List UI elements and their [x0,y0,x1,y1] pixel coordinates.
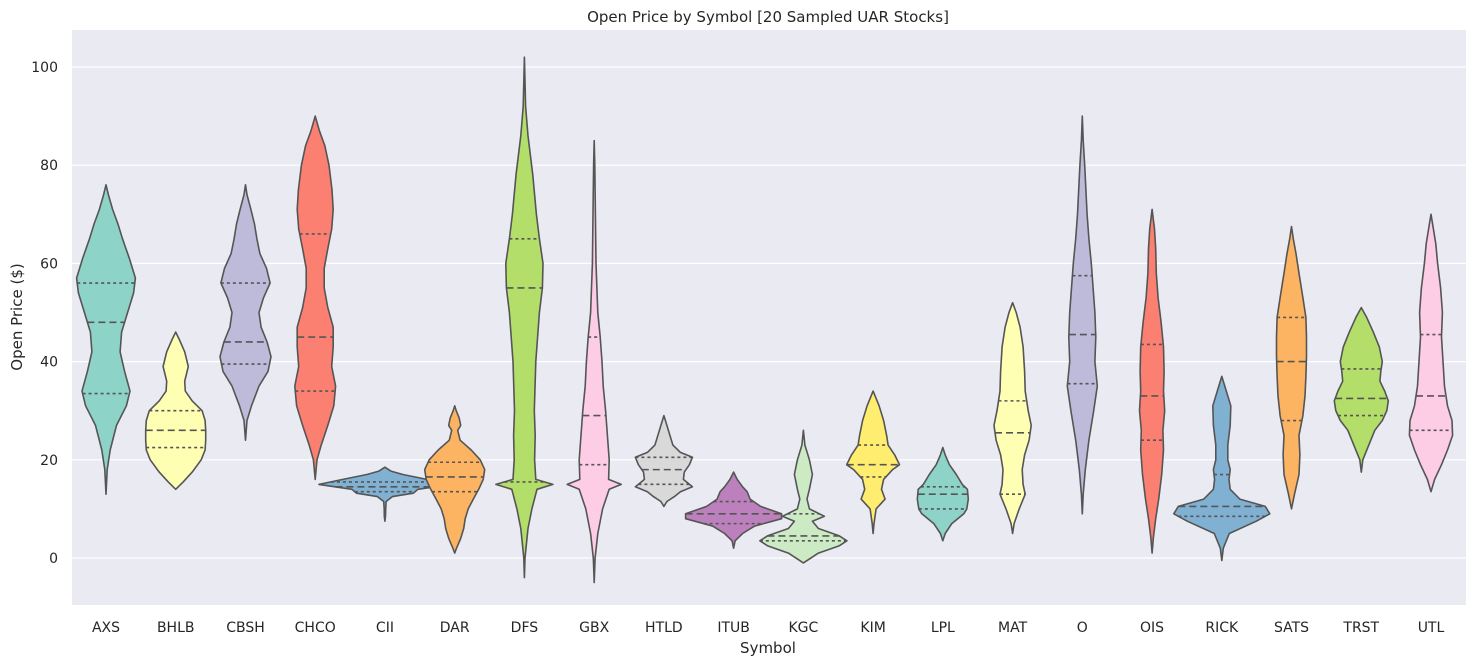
x-tick-label: TRST [1342,620,1379,636]
violin-body [495,56,554,579]
violin-body [1275,225,1308,510]
violin-body [294,115,337,481]
x-tick-label: KIM [860,620,885,636]
x-tick-label: LPL [931,620,955,636]
y-tick-label: 60 [40,256,58,272]
violin-body [845,390,901,535]
violin-AXS [75,184,137,495]
x-tick-label: CHCO [295,620,336,636]
violin-body [566,139,622,584]
x-tick-label: CII [376,620,394,636]
violin-body [1333,306,1390,473]
violin-body [1066,115,1099,515]
y-tick-labels: 0 20 40 60 80 100 [31,60,58,567]
violin-MAT [993,301,1032,535]
x-tick-label: KGC [788,620,818,636]
violin-body [1408,213,1454,493]
violin-KGC [759,429,848,564]
x-tick-label: DAR [440,620,470,636]
violin-ITUB [684,471,783,549]
x-tick-labels: AXS BHLB CBSH CHCO CII DAR DFS GBX HTLD ITUB KGC KI… [92,620,1445,636]
x-tick-label: AXS [92,620,120,636]
violin-TRST [1333,306,1390,473]
violin-O [1066,115,1099,515]
x-axis-label: Symbol [740,639,796,657]
violin-DAR [423,405,486,554]
violin-BHLB [144,331,207,491]
violin-body [993,301,1032,535]
x-tick-label: CBSH [226,620,265,636]
violin-body [318,466,452,522]
x-tick-label: O [1077,620,1088,636]
x-tick-label: GBX [579,620,609,636]
x-tick-label: ITUB [717,620,750,636]
violin-body [219,184,272,441]
violin-SATS [1275,225,1308,510]
violin-body [75,184,137,495]
x-tick-label: SATS [1274,620,1309,636]
violin-CHCO [294,115,337,481]
y-tick-label: 40 [40,355,58,371]
violin-HTLD [634,414,694,508]
y-axis-label: Open Price ($) [8,263,26,370]
violin-KIM [845,390,901,535]
violin-DFS [495,56,554,579]
x-tick-label: DFS [511,620,539,636]
violin-CBSH [219,184,272,441]
violin-RICK [1173,375,1271,562]
x-tick-label: UTL [1418,620,1445,636]
y-tick-label: 100 [31,60,58,76]
violin-body [759,429,848,564]
violin-UTL [1408,213,1454,493]
x-tick-label: RICK [1205,620,1239,636]
violin-body [1138,208,1166,554]
violin-CII [318,466,452,522]
violins [75,56,1454,584]
chart-title: Open Price by Symbol [20 Sampled UAR Sto… [587,8,949,26]
y-tick-label: 0 [49,551,58,567]
y-tick-label: 20 [40,453,58,469]
x-tick-label: BHLB [157,620,195,636]
violin-LPL [916,446,970,542]
violin-OIS [1138,208,1166,554]
x-tick-label: MAT [998,620,1028,636]
violin-body [423,405,486,554]
y-tick-label: 80 [40,158,58,174]
x-tick-label: HTLD [645,620,683,636]
x-tick-label: OIS [1140,620,1164,636]
violin-GBX [566,139,622,584]
violin-body [684,471,783,549]
